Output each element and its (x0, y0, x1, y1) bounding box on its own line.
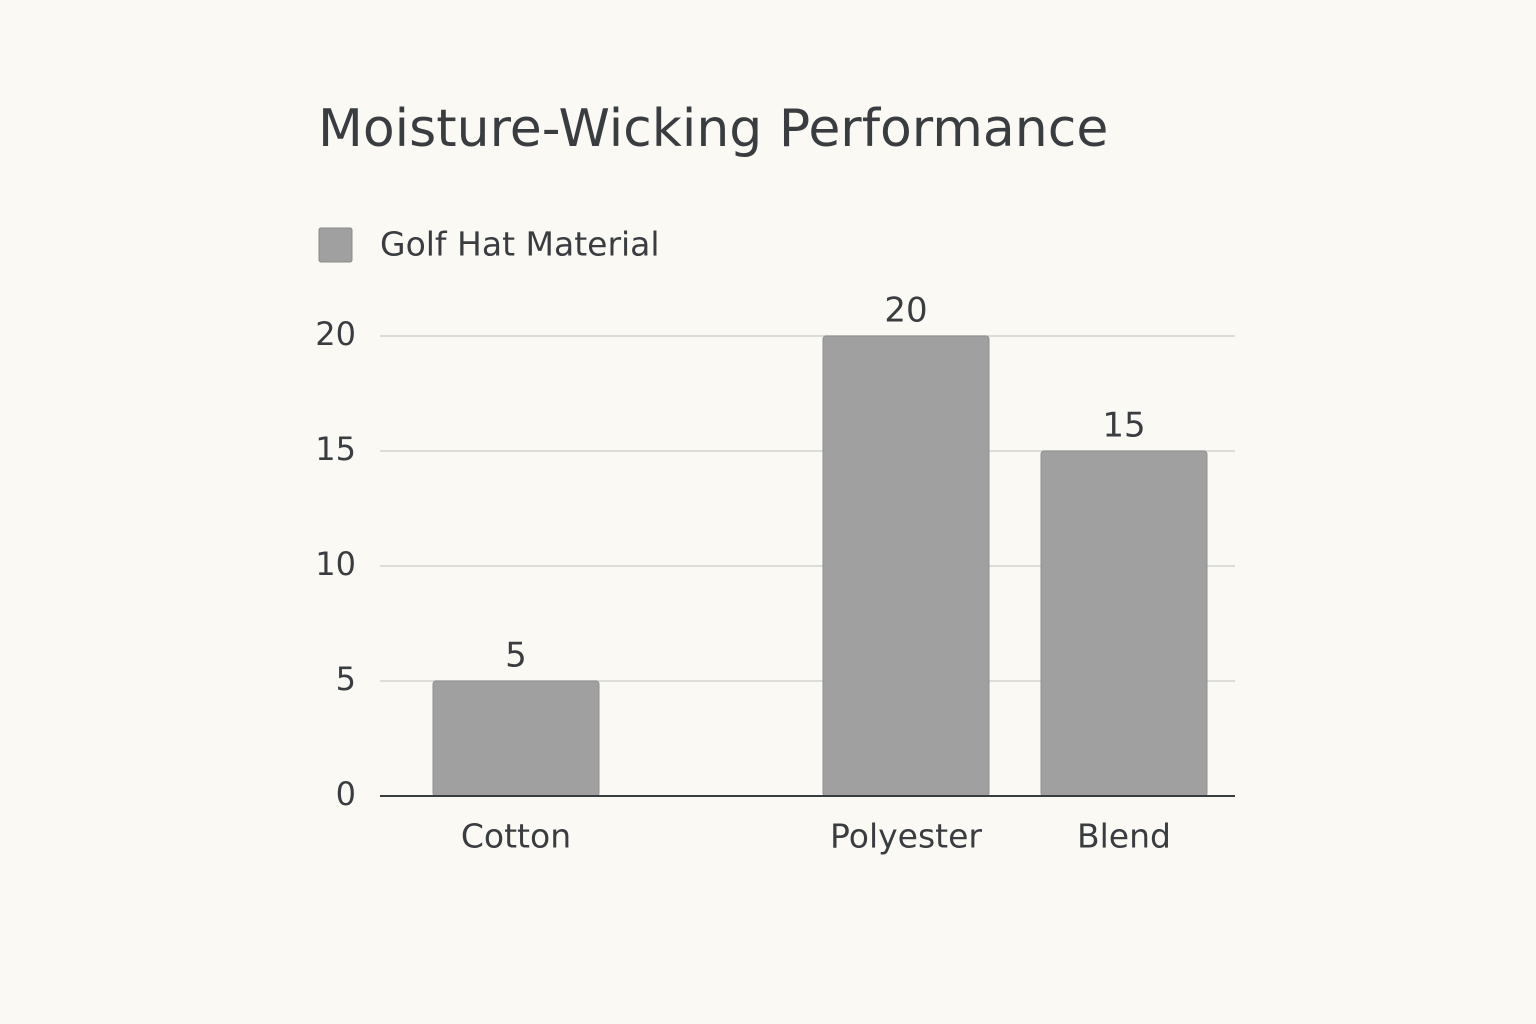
chart-title: Moisture-Wicking Performance (318, 99, 1108, 159)
value-label: 20 (884, 291, 927, 331)
bar (1040, 450, 1208, 797)
bar (432, 680, 600, 797)
y-tick-label: 0 (336, 775, 356, 813)
value-label: 15 (1102, 406, 1145, 446)
y-tick-label: 20 (315, 315, 356, 353)
y-tick-label: 15 (315, 430, 356, 468)
value-label: 5 (505, 636, 527, 676)
x-tick-label: Cotton (461, 817, 571, 856)
legend-label: Golf Hat Material (380, 225, 660, 264)
x-tick-label: Polyester (830, 817, 982, 856)
legend-swatch (318, 227, 353, 263)
y-tick-label: 5 (336, 660, 356, 698)
x-tick-label: Blend (1077, 817, 1171, 856)
bar (822, 335, 990, 797)
y-tick-label: 10 (315, 545, 356, 583)
